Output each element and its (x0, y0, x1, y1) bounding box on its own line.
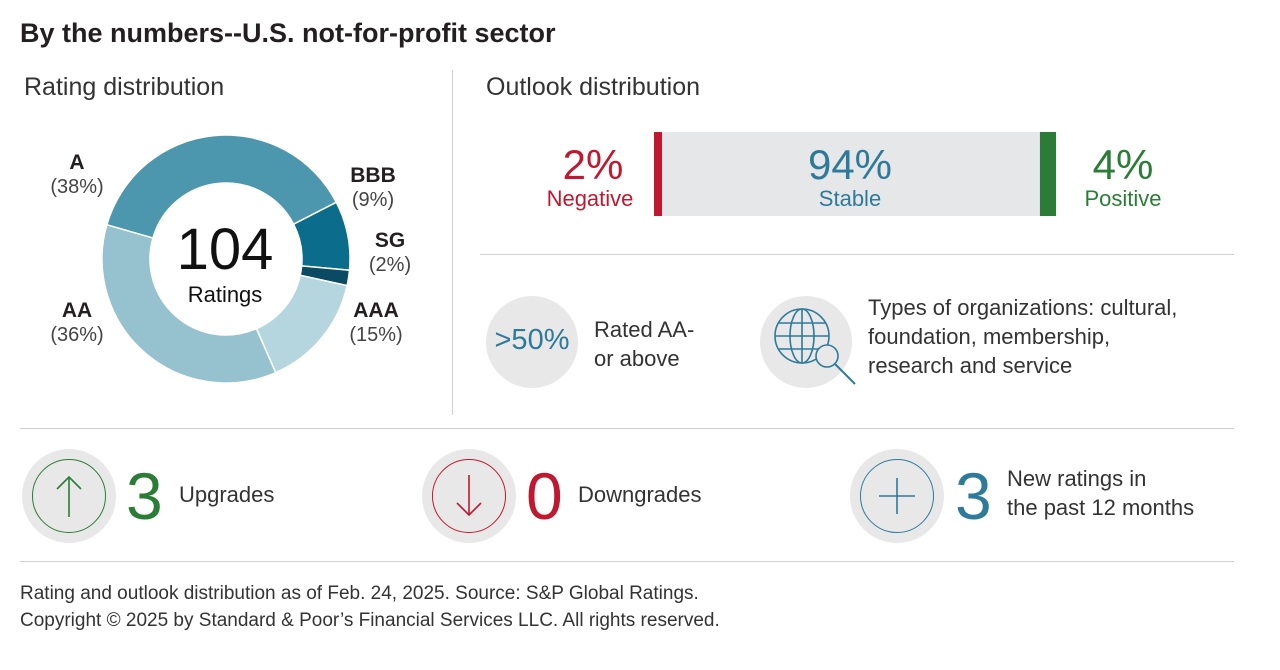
rating-distribution-title: Rating distribution (24, 73, 225, 101)
upgrades-count: 3 (126, 459, 163, 533)
plus-icon (879, 478, 915, 514)
segment-label-a: A (38%) (40, 150, 114, 200)
segment-label-bbb: BBB (9%) (338, 163, 408, 213)
positive-pct: 4% (1092, 141, 1154, 188)
outlook-bar-chart (654, 132, 1056, 216)
outlook-distribution-title: Outlook distribution (486, 73, 701, 101)
stable-pct: 94% (807, 141, 893, 188)
downgrades-label: Downgrades (578, 482, 702, 507)
segment-name-aaa: AAA (353, 299, 399, 322)
segment-pct-aaa: (15%) (349, 324, 403, 346)
types-line1: Types of organizations: cultural, (868, 295, 1178, 320)
segment-label-sg: SG (2%) (360, 228, 420, 278)
outlook-bar-stable (662, 132, 1040, 216)
highlight-label-line2: or above (594, 346, 680, 371)
segment-label-aaa: AAA (15%) (340, 298, 412, 348)
page-title: By the numbers--U.S. not-for-profit sect… (20, 18, 556, 48)
ratings-count-label: Ratings (187, 282, 263, 307)
globe-search-icon (774, 308, 856, 385)
footer-copyright: Copyright © 2025 by Standard & Poor’s Fi… (20, 610, 720, 631)
donut-segment-a (105, 134, 338, 239)
down-arrow-icon (456, 475, 482, 517)
outlook-divider (480, 254, 1234, 255)
segment-name-bbb: BBB (350, 164, 396, 187)
negative-pct: 2% (562, 141, 624, 188)
stable-label: Stable (818, 186, 882, 211)
segment-pct-bbb: (9%) (351, 189, 395, 211)
segment-label-aa: AA (36%) (40, 298, 114, 348)
segment-pct-a: (38%) (50, 176, 104, 198)
types-line3: research and service (868, 353, 1073, 378)
upgrades-label: Upgrades (179, 482, 275, 507)
highlight-circle (486, 296, 578, 388)
new-ratings-label-line1: New ratings in (1007, 466, 1147, 491)
negative-label: Negative (546, 186, 634, 211)
up-arrow-icon (56, 475, 82, 517)
section-divider-vertical (452, 70, 453, 415)
ratings-count: 104 (176, 217, 274, 282)
segment-name-aa: AA (61, 299, 93, 322)
downgrades-count: 0 (526, 459, 563, 533)
highlight-label-line1: Rated AA- (594, 317, 695, 342)
stats-divider-bottom (20, 561, 1234, 562)
outlook-bar-positive (1039, 132, 1056, 216)
rating-donut-chart (101, 134, 351, 384)
positive-label: Positive (1084, 186, 1162, 211)
new-ratings-label-line2: the past 12 months (1007, 495, 1195, 520)
footer-source: Rating and outlook distribution as of Fe… (20, 583, 699, 604)
outlook-bar-negative (654, 132, 663, 216)
donut-segment-aa (101, 223, 277, 384)
highlight-value: >50% (494, 324, 570, 356)
segment-name-sg: SG (374, 229, 406, 252)
stats-divider-top (20, 428, 1234, 429)
segment-name-a: A (69, 151, 85, 174)
types-line2: foundation, membership, (868, 324, 1111, 349)
new-ratings-count: 3 (955, 459, 992, 533)
segment-pct-sg: (2%) (368, 254, 412, 276)
segment-pct-aa: (36%) (50, 324, 104, 346)
